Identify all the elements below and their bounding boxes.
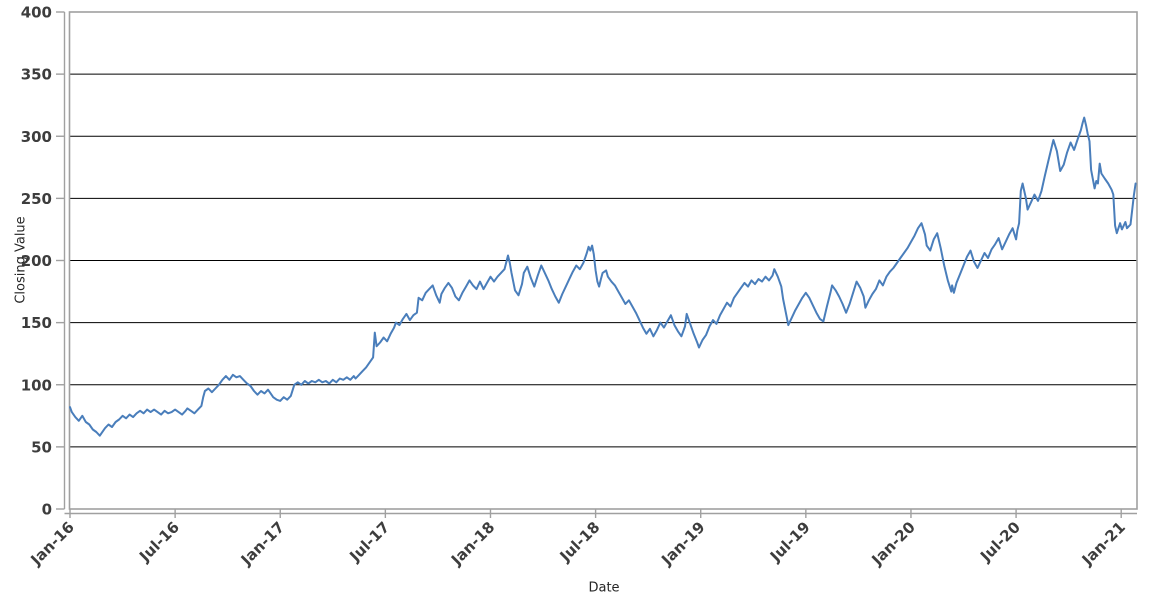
y-tick-label: 350 [21, 66, 52, 84]
plot-border [68, 11, 1138, 510]
y-tick-label: 100 [21, 376, 52, 394]
y-tick-label: 400 [21, 4, 52, 22]
y-tick-label: 200 [21, 252, 52, 270]
y-axis-title: Closing Value [13, 216, 29, 304]
y-tick-label: 50 [31, 438, 52, 456]
y-tick-label: 300 [21, 128, 52, 146]
y-tick-label: 250 [21, 190, 52, 208]
y-tick-label: 0 [42, 501, 52, 519]
series-line [69, 116, 1137, 437]
x-axis-title: Date [588, 580, 620, 596]
y-tick-label: 150 [21, 314, 52, 332]
